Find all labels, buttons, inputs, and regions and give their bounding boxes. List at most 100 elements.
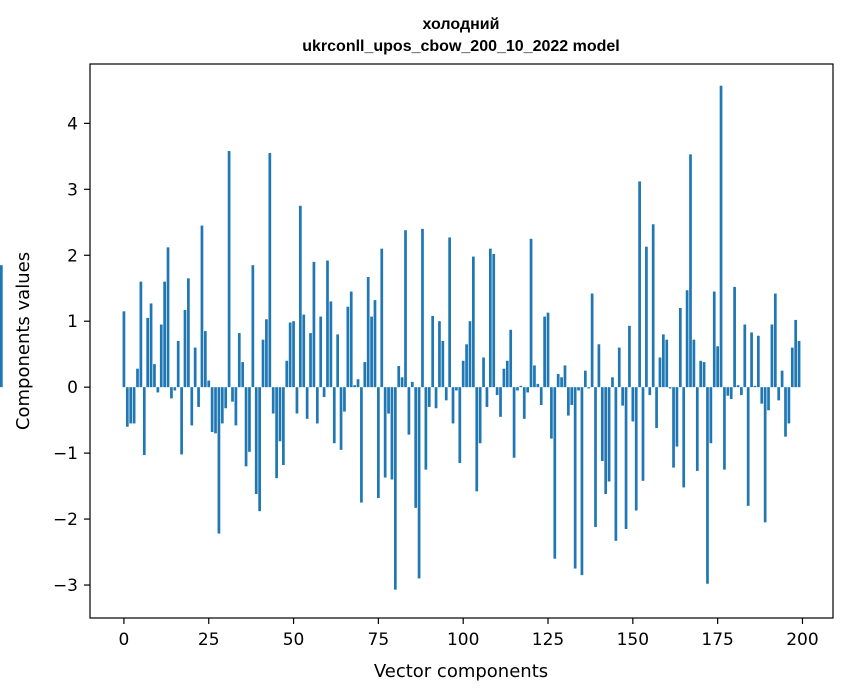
bar bbox=[502, 368, 506, 388]
bar bbox=[261, 339, 265, 388]
x-tick-label: 25 bbox=[198, 630, 220, 650]
bar bbox=[475, 387, 479, 492]
bar bbox=[146, 317, 150, 388]
bar bbox=[743, 324, 747, 388]
bar bbox=[170, 387, 173, 399]
bar bbox=[587, 387, 591, 389]
bar bbox=[231, 387, 234, 402]
bar bbox=[383, 387, 387, 478]
bar bbox=[550, 387, 553, 439]
bar bbox=[777, 387, 781, 401]
bar bbox=[265, 319, 268, 388]
x-ticks: 0 25 50 75 100 125 150 175 200 bbox=[119, 618, 819, 650]
bar bbox=[360, 387, 363, 503]
y-ticks: −3 −2 −1 0 1 2 3 4 bbox=[53, 114, 90, 596]
bar bbox=[478, 387, 482, 444]
bar bbox=[611, 377, 614, 388]
bar bbox=[709, 387, 713, 444]
bar bbox=[763, 387, 767, 523]
bar bbox=[455, 387, 458, 391]
x-tick-label: 100 bbox=[447, 630, 479, 650]
bar bbox=[139, 281, 143, 388]
bar bbox=[692, 339, 696, 388]
bar bbox=[594, 387, 597, 527]
bar bbox=[488, 248, 492, 388]
bar bbox=[712, 291, 716, 388]
bar bbox=[251, 265, 255, 388]
bar bbox=[495, 387, 499, 396]
bar bbox=[193, 347, 197, 388]
x-tick-label: 50 bbox=[283, 630, 305, 650]
bar bbox=[729, 387, 733, 400]
bar bbox=[736, 385, 740, 388]
bar bbox=[203, 331, 207, 388]
bar bbox=[614, 387, 618, 541]
bar bbox=[577, 387, 580, 391]
bar bbox=[373, 300, 377, 388]
bar bbox=[668, 387, 672, 389]
bar bbox=[153, 364, 156, 388]
bar bbox=[176, 341, 180, 388]
bar bbox=[295, 387, 299, 414]
bar bbox=[190, 387, 194, 426]
bar bbox=[312, 261, 316, 388]
bar bbox=[706, 387, 709, 584]
bar bbox=[750, 332, 753, 388]
bar bbox=[315, 387, 319, 424]
bar bbox=[597, 344, 601, 388]
bar bbox=[441, 341, 445, 388]
bar bbox=[339, 387, 343, 450]
bar bbox=[499, 387, 502, 417]
y-tick-label: −3 bbox=[53, 576, 78, 596]
bar bbox=[624, 387, 628, 529]
bar bbox=[716, 346, 719, 388]
bar bbox=[522, 387, 526, 419]
bar bbox=[332, 387, 336, 444]
bar bbox=[356, 379, 360, 388]
x-tick-label: 150 bbox=[617, 630, 649, 650]
bar bbox=[787, 387, 791, 424]
bar bbox=[329, 301, 333, 388]
bar bbox=[702, 362, 706, 388]
bar bbox=[533, 365, 536, 388]
bar bbox=[220, 387, 224, 424]
bar bbox=[529, 238, 533, 388]
bar bbox=[628, 325, 631, 388]
bar bbox=[173, 387, 177, 391]
bar bbox=[431, 315, 435, 388]
bar bbox=[580, 387, 584, 576]
bar bbox=[397, 366, 401, 388]
bar bbox=[563, 365, 567, 388]
bar bbox=[641, 387, 645, 481]
bar bbox=[600, 387, 604, 462]
x-tick-label: 175 bbox=[701, 630, 733, 650]
bar bbox=[278, 387, 282, 442]
bar bbox=[377, 387, 380, 498]
bar bbox=[129, 387, 133, 424]
bar bbox=[492, 253, 496, 388]
bar bbox=[617, 347, 621, 388]
bar bbox=[648, 387, 652, 396]
bar bbox=[645, 246, 648, 388]
bar bbox=[797, 341, 801, 388]
bar bbox=[770, 324, 774, 388]
bar bbox=[421, 228, 424, 388]
bar bbox=[621, 387, 625, 406]
bar bbox=[417, 387, 421, 579]
bar bbox=[695, 387, 699, 471]
bar bbox=[723, 387, 726, 470]
bar bbox=[719, 85, 723, 388]
bar bbox=[726, 387, 730, 396]
bar bbox=[516, 387, 519, 391]
bar bbox=[122, 311, 126, 388]
bar bbox=[343, 387, 346, 412]
bar bbox=[665, 339, 669, 388]
bar bbox=[156, 387, 160, 393]
bar bbox=[536, 383, 540, 388]
bar bbox=[132, 387, 136, 424]
bar bbox=[485, 387, 489, 407]
bar bbox=[407, 387, 411, 435]
bar bbox=[241, 362, 245, 388]
bar bbox=[0, 265, 3, 388]
bar bbox=[159, 324, 163, 388]
